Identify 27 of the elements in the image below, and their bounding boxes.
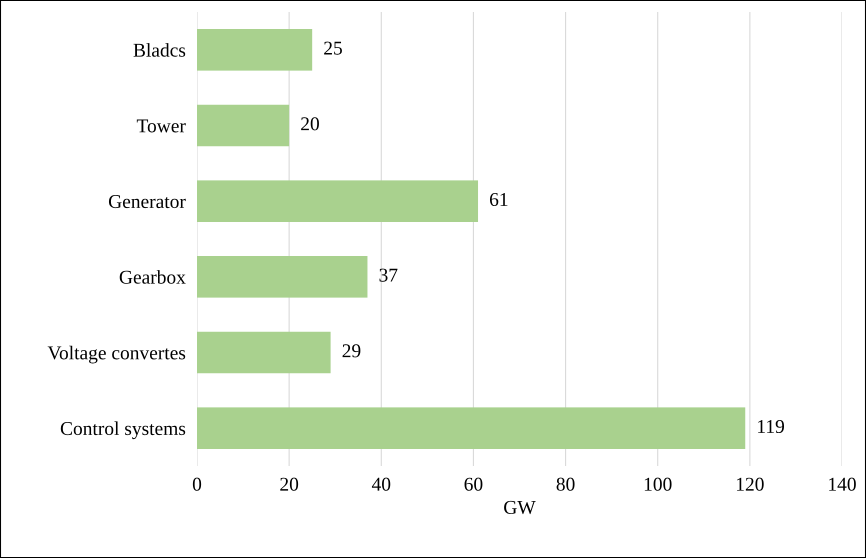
x-tick-label: 140 [829,478,856,491]
x-axis-title: GW [504,500,536,514]
y-tick-label: Voltage convertes [48,346,186,364]
y-tick-label: Tower [136,120,186,132]
bar [197,256,368,298]
x-tick-label: 20 [280,478,298,491]
bar [197,180,478,222]
x-tick-label: 100 [644,478,672,491]
data-label: 119 [758,420,784,434]
x-tick-label: 60 [464,478,482,491]
data-label: 37 [380,268,398,282]
y-tick-label: Generator [108,195,186,208]
x-tick-label: 80 [556,478,575,491]
x-tick-label: 40 [372,478,390,491]
bar [197,29,312,71]
y-tick-label: Control systems [60,421,186,440]
data-label: 25 [324,42,342,55]
x-tick-label: 120 [736,478,764,491]
bar [197,407,746,449]
y-tick-label: Gearbox [120,270,186,284]
data-label: 29 [342,344,360,358]
bar [197,104,290,146]
y-tick-label: Bladcs [134,43,186,57]
data-label: 61 [490,192,508,206]
data-label: 20 [301,117,319,130]
bar [197,332,331,374]
x-tick-label: 0 [192,478,202,491]
